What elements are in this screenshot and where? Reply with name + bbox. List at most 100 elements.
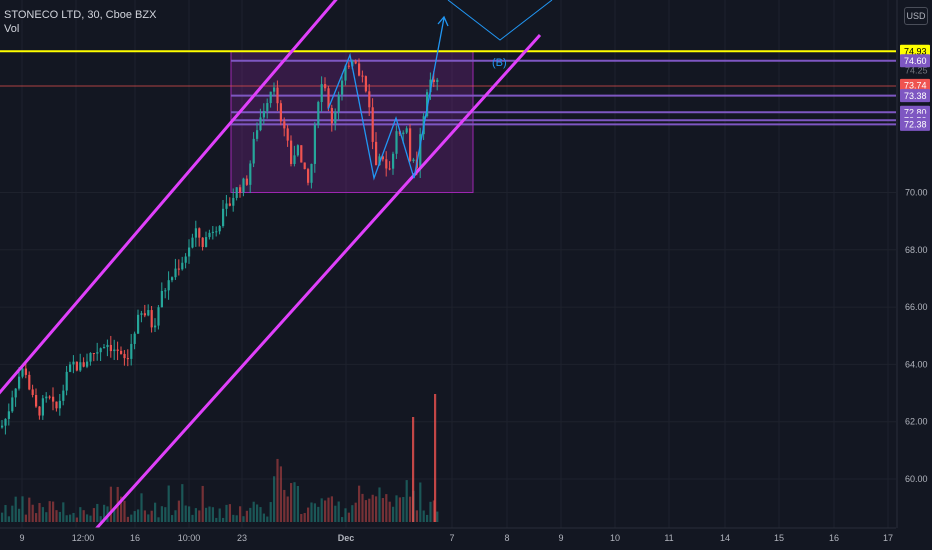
volume-bar bbox=[341, 517, 344, 522]
volume-bar bbox=[432, 500, 435, 522]
candle-body bbox=[48, 396, 51, 398]
y-tick-label: 70.00 bbox=[905, 188, 928, 198]
x-tick-label: Dec bbox=[338, 533, 355, 543]
candle-body bbox=[436, 79, 439, 83]
candle-body bbox=[364, 76, 367, 92]
candle-body bbox=[371, 107, 374, 142]
volume-bar bbox=[38, 503, 41, 522]
candle-body bbox=[150, 310, 153, 328]
candle-body bbox=[320, 84, 323, 103]
candle-body bbox=[327, 88, 330, 108]
trend-channel[interactable] bbox=[0, 0, 542, 532]
chart-header: STONECO LTD, 30, Cboe BZX Vol bbox=[4, 8, 156, 36]
volume-bar bbox=[337, 501, 340, 522]
volume-bar bbox=[232, 514, 235, 522]
volume-bar bbox=[422, 510, 425, 522]
candle-body bbox=[330, 107, 333, 124]
candle-body bbox=[24, 368, 27, 375]
volume-bar bbox=[252, 501, 255, 522]
volume-bar bbox=[327, 497, 330, 522]
candle-body bbox=[58, 400, 61, 409]
candle-body bbox=[368, 91, 371, 108]
currency-button[interactable]: USD bbox=[904, 7, 928, 25]
candle-body bbox=[205, 237, 208, 247]
candle-body bbox=[99, 348, 102, 353]
x-tick-label: 10 bbox=[610, 533, 620, 543]
grid-lines bbox=[0, 0, 896, 528]
wave-annotations[interactable]: (B) bbox=[327, 0, 553, 181]
price-axis[interactable]: 60.0062.0064.0066.0068.0070.0074.2572.62… bbox=[896, 0, 932, 528]
support-resistance-levels[interactable] bbox=[0, 50, 896, 126]
candle-body bbox=[273, 87, 276, 92]
volume-bar bbox=[354, 502, 357, 522]
volume-indicator-label[interactable]: Vol bbox=[4, 23, 20, 35]
candle-body bbox=[38, 406, 41, 416]
volume-bar bbox=[143, 510, 146, 522]
time-axis-background bbox=[0, 528, 932, 550]
candle-body bbox=[35, 394, 38, 407]
x-tick-label: 16 bbox=[829, 533, 839, 543]
volume-bar bbox=[395, 495, 398, 522]
candle-body bbox=[334, 111, 337, 124]
volume-bar bbox=[364, 500, 367, 522]
consolidation-box[interactable] bbox=[230, 50, 474, 194]
volume-bar bbox=[378, 487, 381, 522]
volume-bar bbox=[14, 496, 17, 522]
candle-body bbox=[388, 168, 391, 170]
candle-body bbox=[228, 203, 231, 206]
volume-bar bbox=[103, 504, 106, 522]
volume-bar bbox=[45, 512, 48, 522]
volume-bar bbox=[307, 507, 310, 522]
volume-bar bbox=[18, 508, 21, 522]
candle-body bbox=[283, 121, 286, 129]
candle-body bbox=[300, 145, 303, 163]
candle-body bbox=[419, 134, 422, 169]
candle-body bbox=[65, 371, 68, 391]
volume-bar bbox=[330, 496, 333, 522]
volume-bar bbox=[171, 515, 174, 522]
volume-bar bbox=[381, 498, 384, 522]
level-price-tag: 72.80 bbox=[904, 108, 927, 118]
level-price-tag-bg bbox=[900, 89, 930, 103]
candle-body bbox=[310, 163, 313, 183]
candle-body bbox=[109, 344, 112, 352]
channel-upper-line bbox=[0, 0, 338, 395]
time-axis[interactable]: 9 12:00 16 10:00 23 Dec 7 8 9 10 11 14 15 16 17 bbox=[0, 527, 932, 550]
candle-body bbox=[317, 102, 320, 125]
candle-body bbox=[62, 390, 65, 401]
volume-bar bbox=[222, 517, 225, 522]
volume-bar bbox=[276, 458, 279, 522]
candle-body bbox=[177, 268, 180, 270]
volume-bar bbox=[113, 508, 116, 522]
candle-body bbox=[201, 237, 204, 247]
candle-body bbox=[75, 361, 78, 371]
wave-label: (B) bbox=[492, 57, 507, 69]
candle-body bbox=[222, 208, 225, 227]
candle-body bbox=[137, 314, 140, 334]
volume-bar bbox=[310, 502, 313, 522]
symbol-title[interactable]: STONECO LTD, 30, Cboe BZX bbox=[4, 9, 157, 21]
volume-bar bbox=[239, 506, 242, 522]
x-tick-label: 23 bbox=[237, 533, 247, 543]
volume-bar bbox=[218, 508, 221, 522]
volume-bar bbox=[436, 511, 439, 522]
volume-bar bbox=[368, 498, 371, 522]
volume-bar bbox=[99, 516, 102, 522]
volume-bar bbox=[41, 507, 44, 522]
candle-body bbox=[7, 411, 10, 419]
x-tick-label: 14 bbox=[720, 533, 730, 543]
y-tick-label: 66.00 bbox=[905, 302, 928, 312]
y-tick-label: 68.00 bbox=[905, 245, 928, 255]
volume-bar bbox=[296, 486, 299, 522]
candle-body bbox=[41, 398, 44, 416]
volume-bar bbox=[75, 517, 78, 522]
volume-bar bbox=[208, 506, 211, 522]
level-price-tag-bg bbox=[900, 54, 930, 68]
volume-bar bbox=[259, 507, 262, 522]
volume-bar bbox=[55, 510, 58, 522]
candle-body bbox=[126, 358, 129, 360]
candle-body bbox=[215, 231, 218, 233]
level-price-tag: 72.38 bbox=[904, 120, 927, 130]
